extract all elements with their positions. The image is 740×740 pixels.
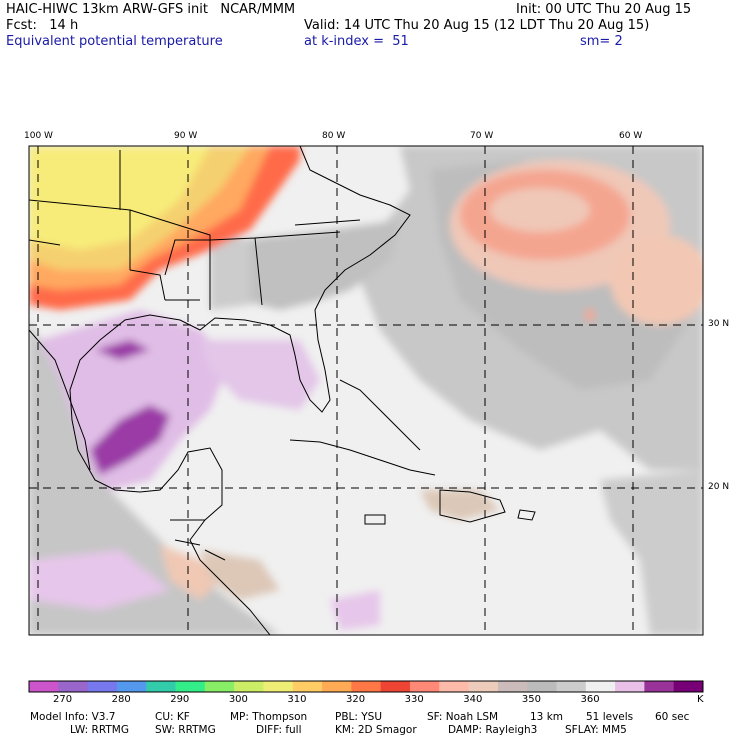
lat-label-30n: 30 N (708, 319, 730, 329)
colorbar-swatch (146, 681, 177, 692)
colorbar-swatch (468, 681, 499, 692)
valid-time: Valid: 14 UTC Thu 20 Aug 15 (12 LDT Thu … (304, 18, 650, 33)
lon-label-60w: 60 W (619, 131, 643, 141)
colorbar-tick-label: 360 (580, 694, 600, 705)
footer-item: SF: Noah LSM (427, 711, 499, 723)
colorbar-swatch (409, 681, 440, 692)
lon-label-80w: 80 W (322, 131, 346, 141)
colorbar-tick-label: 340 (463, 694, 483, 705)
footer-item: 60 sec (655, 711, 690, 723)
lat-lon-grid (29, 146, 703, 635)
colorbar-swatch (527, 681, 557, 692)
lon-label-70w: 70 W (470, 131, 494, 141)
colorbar-swatch (439, 681, 470, 692)
colorbar-swatch (556, 681, 587, 692)
colorbar-tick-label: 270 (53, 694, 73, 705)
colorbar-swatch (322, 681, 352, 692)
colorbar-swatch (175, 681, 206, 692)
footer-item: SW: RRTMG (155, 724, 216, 736)
colorbar-swatch (644, 681, 675, 692)
colorbar-frame (28, 680, 704, 693)
lon-label-90w: 90 W (174, 131, 198, 141)
colorbar-swatch (292, 681, 323, 692)
model-title: HAIC-HIWC 13km ARW-GFS init NCAR/MMM (6, 2, 296, 17)
footer-item: CU: KF (155, 711, 190, 723)
footer-item: LW: RRTMG (70, 724, 129, 736)
lon-label-100w: 100 W (24, 131, 53, 141)
colorbar (28, 680, 704, 693)
colorbar-tick-label: 310 (287, 694, 307, 705)
colorbar-tick-label: 320 (346, 694, 366, 705)
colorbar-swatch (585, 681, 616, 692)
colorbar-tick-label: 280 (111, 694, 131, 705)
footer-item: SFLAY: MM5 (565, 724, 627, 736)
smoothing-label: sm= 2 (580, 34, 623, 49)
colorbar-swatch (380, 681, 411, 692)
colorbar-swatch (263, 681, 294, 692)
footer-item: PBL: YSU (335, 711, 383, 723)
forecast-hour: Fcst: 14 h (6, 18, 79, 33)
colorbar-swatch (204, 681, 235, 692)
footer-item: DAMP: Rayleigh3 (448, 724, 538, 736)
theta-e-field (29, 146, 703, 635)
colorbar-tick-label: 300 (228, 694, 248, 705)
level-index: at k-index = 51 (304, 34, 409, 49)
colorbar-unit: K (697, 694, 704, 705)
footer-item: MP: Thompson (230, 711, 308, 723)
colorbar-swatch (673, 681, 704, 692)
colorbar-swatch (497, 681, 528, 692)
footer-item: 13 km (530, 711, 564, 723)
lat-label-20n: 20 N (708, 482, 730, 492)
field-name: Equivalent potential temperature (6, 34, 223, 49)
map-frame (28, 145, 704, 636)
footer-item: DIFF: full (256, 724, 302, 736)
init-time: Init: 00 UTC Thu 20 Aug 15 (516, 2, 692, 17)
colorbar-swatch (58, 681, 89, 692)
colorbar-tick-label: 330 (404, 694, 424, 705)
colorbar-tick-label: 290 (170, 694, 190, 705)
colorbar-swatch (351, 681, 382, 692)
footer-item: KM: 2D Smagor (335, 724, 417, 736)
footer-item: 51 levels (586, 711, 634, 723)
colorbar-swatch (116, 681, 147, 692)
colorbar-swatch (87, 681, 118, 692)
colorbar-swatch (615, 681, 645, 692)
colorbar-swatch (29, 681, 59, 692)
footer-item: Model Info: V3.7 (30, 711, 116, 723)
colorbar-swatch (234, 681, 264, 692)
colorbar-tick-label: 350 (521, 694, 541, 705)
